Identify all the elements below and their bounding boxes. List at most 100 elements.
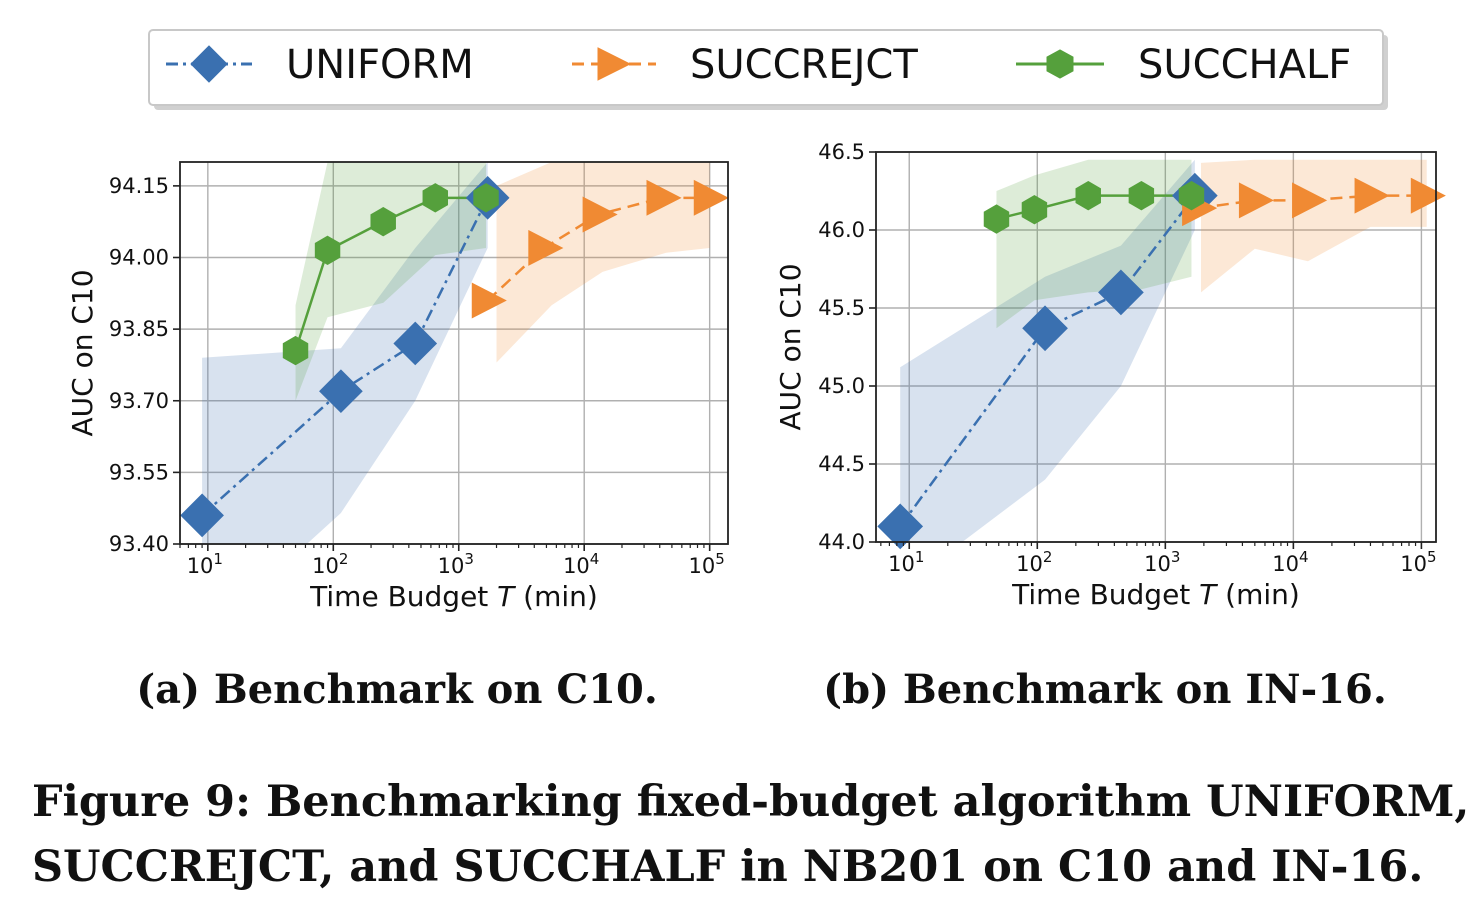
x-tick-label-exponent: 5: [1427, 548, 1437, 566]
marker-succhalf: [314, 235, 341, 266]
marker-succhalf: [1178, 180, 1205, 211]
x-tick-label-exponent: 3: [464, 550, 474, 568]
legend-entry-succrejct: SUCCREJCT: [572, 42, 918, 88]
x-tick-label-exponent: 2: [1043, 548, 1053, 566]
x-tick-label-base: 10: [1144, 552, 1171, 576]
legend-entry-succhalf: SUCCHALF: [1016, 42, 1351, 88]
marker-succhalf: [1128, 180, 1155, 211]
x-tick-label-base: 10: [1016, 552, 1043, 576]
marker-succhalf: [473, 183, 499, 213]
y-axis-label: AUC on C10: [774, 263, 807, 430]
caption-panel-a: (a) Benchmark on C10.: [136, 666, 658, 713]
marker-succrejct: [646, 179, 682, 216]
x-tick-label-exponent: 1: [213, 550, 223, 568]
x-tick-label-exponent: 4: [590, 550, 600, 568]
x-tick-label-base: 10: [689, 554, 716, 578]
y-tick-label: 45.0: [818, 374, 865, 398]
x-tick-label: 102: [312, 550, 348, 578]
marker-succhalf: [1075, 180, 1101, 211]
figure-caption: Figure 9: Benchmarking fixed-budget algo…: [32, 770, 1472, 900]
x-tick-label-exponent: 4: [1299, 548, 1309, 566]
x-axis-label-part: T: [1199, 578, 1218, 611]
marker-succrejct: [528, 229, 564, 266]
x-tick-label-base: 10: [563, 554, 590, 578]
x-tick-label-exponent: 3: [1171, 548, 1181, 566]
marker-uniform: [1098, 269, 1144, 316]
legend-marker-uniform: [190, 45, 228, 83]
x-tick-label-base: 10: [1272, 552, 1299, 576]
x-axis-label: Time Budget T (min): [1011, 578, 1300, 611]
caption-panel-b: (b) Benchmark on IN-16.: [823, 666, 1387, 713]
legend-label-succrejct: SUCCREJCT: [690, 42, 918, 88]
y-tick-label: 45.5: [818, 296, 865, 320]
marker-uniform: [180, 493, 224, 538]
band-succhalf: [295, 162, 487, 401]
marker-succrejct: [1238, 182, 1274, 219]
x-tick-label-base: 10: [888, 552, 915, 576]
axes-frame: [875, 151, 1437, 543]
legend-label-uniform: UNIFORM: [286, 42, 474, 88]
marker-succrejct: [471, 282, 507, 319]
marker-succhalf: [983, 204, 1010, 234]
x-axis-label-part: (min): [1216, 578, 1300, 611]
line-uniform: [201, 197, 489, 517]
y-axis-label: AUC on C10: [66, 269, 99, 436]
legend-label-succhalf: SUCCHALF: [1138, 42, 1351, 88]
figure-caption-line-1: Figure 9: Benchmarking fixed-budget algo…: [32, 777, 1470, 827]
y-tick-label: 44.0: [818, 530, 865, 554]
y-tick-label: 93.40: [109, 532, 169, 556]
marker-uniform: [393, 321, 438, 366]
plot-area: [899, 159, 1427, 542]
y-tick-label: 93.70: [109, 389, 169, 413]
legend-box: [148, 29, 1384, 106]
y-tick-label: 46.5: [818, 140, 865, 164]
y-tick-label: 94.15: [109, 174, 169, 198]
x-tick-label: 101: [888, 548, 924, 576]
band-succrejct: [496, 162, 710, 363]
legend: UNIFORM SUCCREJCT SUCCHALF: [148, 29, 1388, 110]
y-tick-label: 93.55: [109, 460, 169, 484]
x-tick-label-exponent: 2: [339, 550, 349, 568]
x-axis-label-part: Time Budget: [1011, 578, 1199, 611]
marker-succrejct: [1410, 177, 1446, 214]
marker-uniform: [319, 369, 363, 414]
x-tick-label: 104: [1272, 548, 1308, 576]
x-axis-label-part: Time Budget: [309, 580, 497, 613]
y-tick-label: 94.00: [109, 246, 169, 270]
legend-marker-succhalf: [1046, 49, 1074, 79]
x-axis-label-part: (min): [514, 580, 598, 613]
band-succrejct: [1201, 159, 1427, 293]
x-tick-label: 105: [1400, 548, 1436, 576]
figure-canvas: UNIFORM SUCCREJCT SUCCHALF 101 102 103 104 1…: [66, 29, 1446, 713]
x-tick-label-base: 10: [312, 554, 339, 578]
marker-succrejct: [582, 196, 618, 233]
marker-succhalf: [1021, 195, 1048, 225]
x-tick-label-exponent: 1: [915, 548, 925, 566]
marker-succrejct: [1292, 182, 1328, 219]
marker-succrejct: [1354, 177, 1390, 214]
legend-entry-uniform: UNIFORM: [166, 42, 474, 88]
x-tick-label-base: 10: [187, 554, 214, 578]
legend-marker-succrejct: [597, 47, 632, 81]
marker-succhalf: [422, 183, 449, 213]
y-tick-label: 46.0: [818, 218, 865, 242]
marker-uniform: [877, 503, 924, 550]
marker-succhalf: [370, 206, 396, 237]
y-tick-label: 44.5: [818, 452, 865, 476]
axes-frame: [179, 161, 729, 545]
y-tick-label: 93.85: [109, 317, 169, 341]
x-tick-label: 105: [689, 550, 725, 578]
x-tick-label-base: 10: [1400, 552, 1427, 576]
band-uniform: [900, 159, 1195, 542]
x-tick-label: 101: [187, 550, 223, 578]
marker-succhalf: [282, 335, 309, 366]
x-axis-label-part: T: [497, 580, 516, 613]
figure-caption-line-2: SUCCREJCT, and SUCCHALF in NB201 on C10 …: [32, 842, 1424, 892]
x-tick-label-base: 10: [438, 554, 465, 578]
x-tick-label: 103: [1144, 548, 1180, 576]
panel-a: 101 102 103 104 10593.4093.5593.7093.8594.00…: [66, 161, 729, 613]
x-tick-label-exponent: 5: [715, 550, 725, 568]
band-uniform: [202, 162, 488, 544]
marker-uniform: [1022, 305, 1068, 352]
panel-b: 101 102 103 104 10544.044.545.045.546.046.5T…: [774, 140, 1446, 611]
